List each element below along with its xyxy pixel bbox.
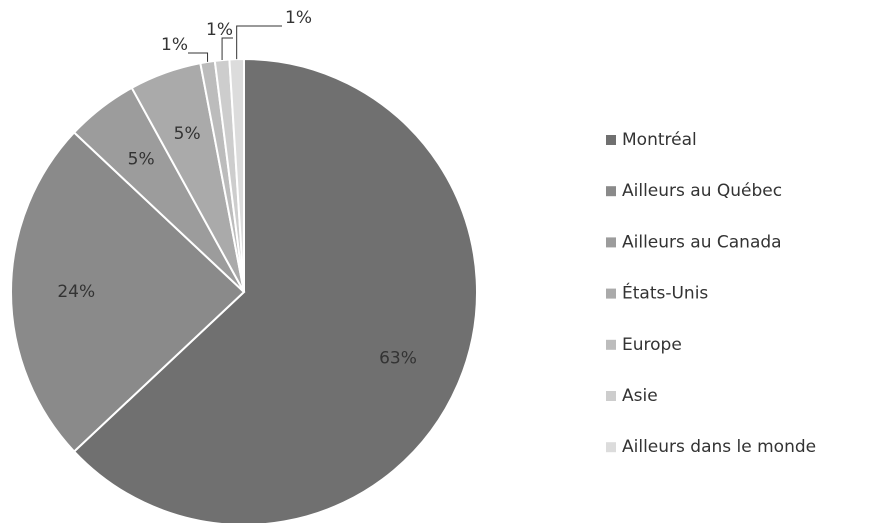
pie-slice xyxy=(10,131,246,453)
data-label: 1% xyxy=(161,35,188,55)
leader-line xyxy=(188,52,209,62)
data-label: 63% xyxy=(379,349,417,369)
legend-label: Ailleurs au Canada xyxy=(622,232,782,252)
data-label: 5% xyxy=(174,124,201,144)
legend-swatch xyxy=(606,339,616,350)
pie-slice xyxy=(228,57,245,293)
data-label: 24% xyxy=(57,282,95,302)
legend-label: Montréal xyxy=(622,130,697,150)
legend-swatch xyxy=(606,237,616,248)
legend-swatch xyxy=(606,186,616,197)
legend-label: Ailleurs dans le monde xyxy=(622,437,816,457)
data-label: 1% xyxy=(206,20,233,40)
leader-line xyxy=(236,25,282,60)
legend-swatch xyxy=(606,391,616,401)
pie-slice xyxy=(72,57,478,523)
legend-label: États-Unis xyxy=(622,282,708,304)
leader-line xyxy=(221,37,233,61)
legend-swatch xyxy=(606,442,616,453)
legend-swatch xyxy=(606,135,616,145)
legend-label: Ailleurs au Québec xyxy=(622,181,782,201)
legend-swatch xyxy=(606,288,616,299)
data-label: 5% xyxy=(128,149,155,169)
data-label: 1% xyxy=(285,8,312,28)
legend-label: Europe xyxy=(622,335,682,355)
legend-label: Asie xyxy=(622,386,658,406)
